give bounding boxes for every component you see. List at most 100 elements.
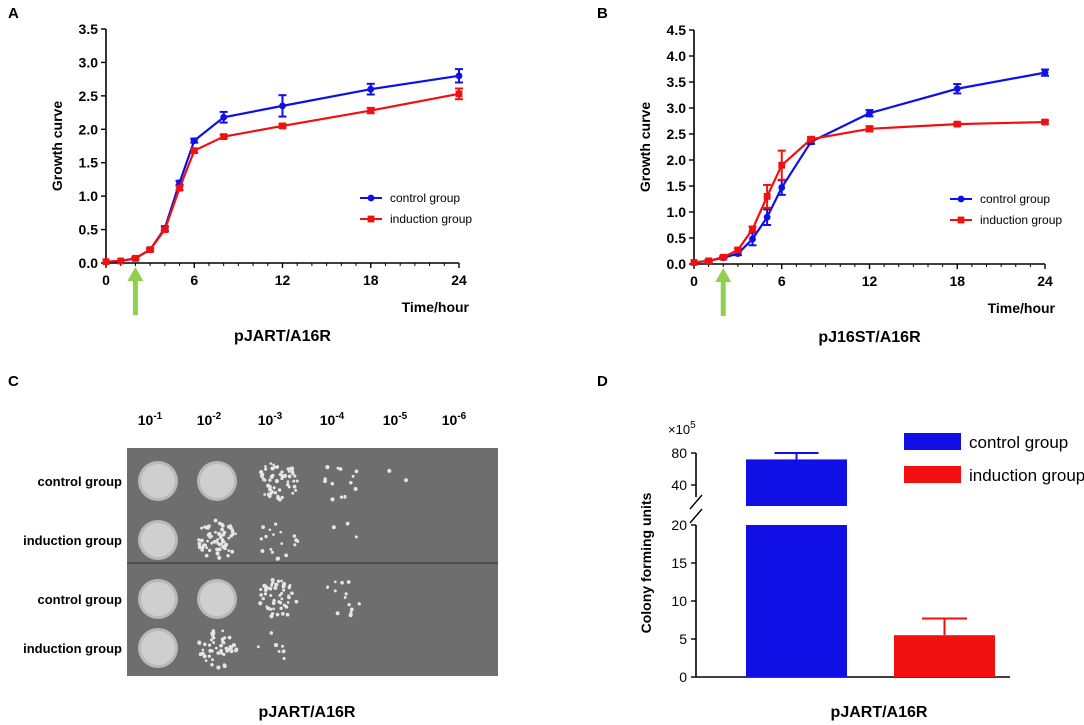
colony-speck [272,463,275,467]
colony-speck [217,555,222,560]
colony-speck [280,470,284,474]
colony-speck [274,479,279,484]
colony-speck [256,645,260,649]
data-point-control [778,184,786,191]
colony-speck [220,523,225,528]
colony-speck [269,631,274,635]
dilution-label: 10-3 [258,411,283,428]
colony-speck [217,521,222,526]
data-point-induction [176,184,183,192]
colony-speck [208,532,212,536]
colony-speck [210,649,214,653]
x-axis-label: Time/hour [402,299,470,315]
y-tick-label: 15 [671,555,687,571]
colony-speck [274,582,279,587]
colony-speck [270,466,275,471]
colony-speck [349,481,353,485]
data-point-induction [734,246,742,254]
colony-speck [323,477,327,481]
colony-speck [282,581,287,586]
panel-title: pJART/A16R [234,328,331,345]
colony-speck [280,591,284,595]
legend-label-induction: induction group [969,466,1084,485]
colony-speck [229,534,233,538]
x-axis-label: Time/hour [988,300,1056,316]
data-point-control [1041,69,1049,77]
colony-speck [228,524,232,528]
colony-speck [207,548,212,553]
colony-speck [204,553,209,558]
colony-speck [268,478,272,482]
colony-speck [211,631,216,636]
colony-speck [222,533,226,537]
legend-marker-control [957,195,965,203]
colony-speck [205,546,209,550]
y-tick-label: 10 [671,593,687,609]
y-axis-label: Colony forming units [638,492,654,633]
colony-speck [227,536,231,540]
colony-speck [222,641,226,645]
colony-speck [265,605,269,609]
panel-title: pJART/A16R [831,704,928,721]
colony-speck [275,465,280,469]
colony-speck [281,649,286,654]
data-point-induction [1041,118,1049,126]
y-tick-label: 4.5 [667,22,687,38]
data-point-induction [953,120,961,128]
colony-speck [270,550,274,554]
legend-label-induction: induction group [980,213,1062,227]
data-point-induction [807,135,815,143]
colony-speck [343,495,347,499]
data-point-induction [102,258,110,266]
legend-label-control: control group [390,191,460,205]
colony-speck [264,465,267,468]
data-point-induction [455,90,463,98]
dilution-base: 10 [138,412,154,428]
plate-row-label: induction group [23,641,122,656]
colony-speck [197,640,202,645]
colony-speck [206,539,209,543]
colony-speck [203,642,207,647]
colony-speck [234,532,237,536]
dilution-label: 10-4 [320,411,345,428]
y-tick-label: 4.0 [667,48,687,64]
colony-speck [222,664,227,669]
dilution-label: 10-5 [383,411,408,428]
colony-speck [331,525,336,530]
y-tick-label: 20 [671,517,687,533]
bar-induction [894,635,995,677]
colony-speck [207,643,212,647]
colony-speck [345,521,350,526]
axis-multiplier: ×105 [668,420,696,437]
colony-speck [234,647,239,652]
colony-speck [282,603,287,607]
colony-speck [263,592,268,596]
x-tick-label: 24 [1037,273,1053,289]
colony-speck [262,477,266,482]
panel-title: pJ16ST/A16R [818,329,921,346]
colony-speck [209,638,213,642]
colony-speck [221,629,225,633]
dilution-label: 10-6 [442,411,467,428]
dilution-exponent: -2 [212,411,221,422]
induction-arrow-shaft [132,275,138,315]
data-point-control [866,109,873,117]
plate-divider [127,562,498,564]
colony-speck [197,544,202,549]
panel-label-b: B [597,5,608,22]
data-point-control [279,102,286,110]
colony-speck [231,528,234,532]
colony-speck [216,541,220,545]
colony-speck [353,487,358,491]
x-tick-label: 12 [862,273,878,289]
dilution-base: 10 [197,412,213,428]
colony-speck [273,522,278,526]
y-tick-label: 1.0 [79,188,99,204]
y-tick-label: 2.5 [79,88,99,104]
data-point-induction [161,226,169,233]
y-tick-label: 1.5 [667,178,687,194]
colony-speck [217,547,222,552]
data-point-control [953,85,961,93]
colony-speck [294,599,299,604]
colony-speck [261,525,266,530]
